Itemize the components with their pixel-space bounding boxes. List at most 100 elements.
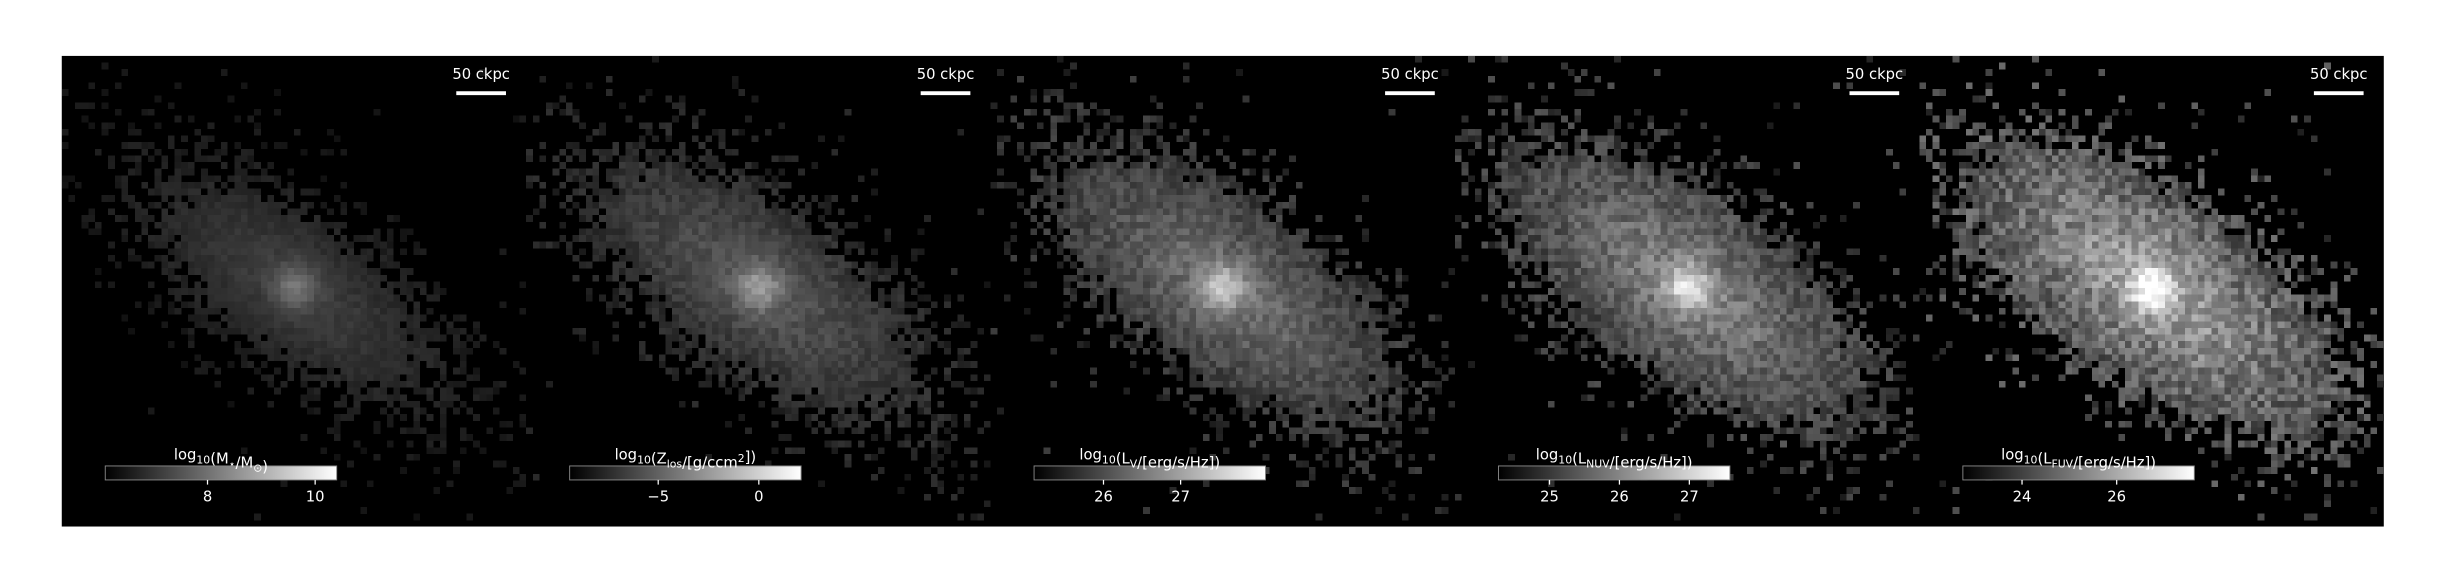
pixel bbox=[957, 514, 964, 521]
pixel bbox=[254, 368, 261, 375]
pixel bbox=[1362, 447, 1369, 454]
pixel bbox=[1302, 394, 1309, 401]
pixel bbox=[1137, 281, 1144, 288]
pixel bbox=[387, 361, 394, 368]
pixel bbox=[745, 308, 752, 315]
pixel bbox=[632, 195, 639, 202]
pixel bbox=[1302, 235, 1309, 242]
pixel bbox=[811, 374, 818, 381]
pixel bbox=[1256, 228, 1263, 235]
pixel bbox=[1349, 447, 1356, 454]
pixel bbox=[1302, 421, 1309, 428]
pixel bbox=[745, 209, 752, 216]
pixel bbox=[1223, 361, 1230, 368]
pixel bbox=[1263, 368, 1270, 375]
pixel bbox=[1462, 182, 1469, 189]
pixel bbox=[845, 414, 852, 421]
pixel bbox=[1050, 195, 1057, 202]
pixel bbox=[845, 368, 852, 375]
pixel bbox=[281, 381, 288, 388]
pixel bbox=[712, 182, 719, 189]
pixel bbox=[672, 281, 679, 288]
pixel bbox=[267, 348, 274, 355]
pixel bbox=[825, 242, 832, 249]
pixel bbox=[1342, 481, 1349, 488]
pixel bbox=[1355, 281, 1362, 288]
pixel bbox=[1621, 169, 1628, 176]
pixel bbox=[752, 341, 759, 348]
pixel bbox=[453, 328, 460, 335]
pixel bbox=[858, 281, 865, 288]
pixel bbox=[1190, 255, 1197, 262]
pixel bbox=[1150, 301, 1157, 308]
pixel bbox=[1050, 209, 1057, 216]
pixel bbox=[506, 434, 513, 441]
pixel bbox=[1183, 308, 1190, 315]
pixel bbox=[685, 295, 692, 302]
pixel bbox=[1077, 242, 1084, 249]
pixel bbox=[1455, 155, 1462, 162]
pixel bbox=[719, 341, 726, 348]
pixel bbox=[1190, 281, 1197, 288]
pixel bbox=[1203, 348, 1210, 355]
pixel bbox=[214, 321, 221, 328]
pixel bbox=[1389, 447, 1396, 454]
pixel bbox=[692, 295, 699, 302]
pixel bbox=[307, 354, 314, 361]
pixel bbox=[1256, 242, 1263, 249]
pixel bbox=[904, 434, 911, 441]
pixel bbox=[141, 149, 148, 156]
pixel bbox=[413, 514, 420, 521]
pixel bbox=[712, 195, 719, 202]
pixel bbox=[1210, 275, 1217, 282]
pixel bbox=[228, 209, 235, 216]
pixel bbox=[639, 215, 646, 222]
pixel bbox=[1475, 195, 1482, 202]
pixel bbox=[1641, 189, 1648, 196]
pixel bbox=[699, 255, 706, 262]
pixel bbox=[1362, 414, 1369, 421]
pixel bbox=[1137, 202, 1144, 209]
pixel bbox=[944, 441, 951, 448]
pixel bbox=[1110, 268, 1117, 275]
pixel bbox=[321, 374, 328, 381]
pixel bbox=[340, 149, 347, 156]
pixel bbox=[811, 315, 818, 322]
pixel bbox=[1097, 169, 1104, 176]
pixel bbox=[1203, 368, 1210, 375]
pixel bbox=[440, 414, 447, 421]
pixel bbox=[1216, 189, 1223, 196]
pixel bbox=[1661, 175, 1668, 182]
pixel bbox=[1190, 235, 1197, 242]
pixel bbox=[785, 228, 792, 235]
pixel bbox=[433, 361, 440, 368]
pixel bbox=[1375, 401, 1382, 408]
pixel bbox=[1581, 69, 1588, 76]
pixel bbox=[1030, 255, 1037, 262]
pixel bbox=[831, 374, 838, 381]
pixel bbox=[1395, 461, 1402, 468]
pixel bbox=[1176, 175, 1183, 182]
pixel bbox=[1342, 262, 1349, 269]
pixel bbox=[1037, 189, 1044, 196]
pixel bbox=[1183, 136, 1190, 143]
pixel bbox=[1203, 222, 1210, 229]
pixel bbox=[360, 288, 367, 295]
pixel bbox=[924, 374, 931, 381]
pixel bbox=[128, 248, 135, 255]
pixel bbox=[420, 408, 427, 415]
pixel bbox=[155, 169, 162, 176]
pixel bbox=[1349, 388, 1356, 395]
pixel bbox=[447, 388, 454, 395]
pixel bbox=[785, 308, 792, 315]
pixel bbox=[665, 335, 672, 342]
pixel bbox=[400, 368, 407, 375]
pixel bbox=[745, 354, 752, 361]
pixel bbox=[805, 315, 812, 322]
pixel bbox=[360, 381, 367, 388]
pixel bbox=[1117, 228, 1124, 235]
pixel bbox=[1249, 222, 1256, 229]
pixel bbox=[818, 268, 825, 275]
pixel bbox=[798, 308, 805, 315]
pixel bbox=[931, 301, 938, 308]
